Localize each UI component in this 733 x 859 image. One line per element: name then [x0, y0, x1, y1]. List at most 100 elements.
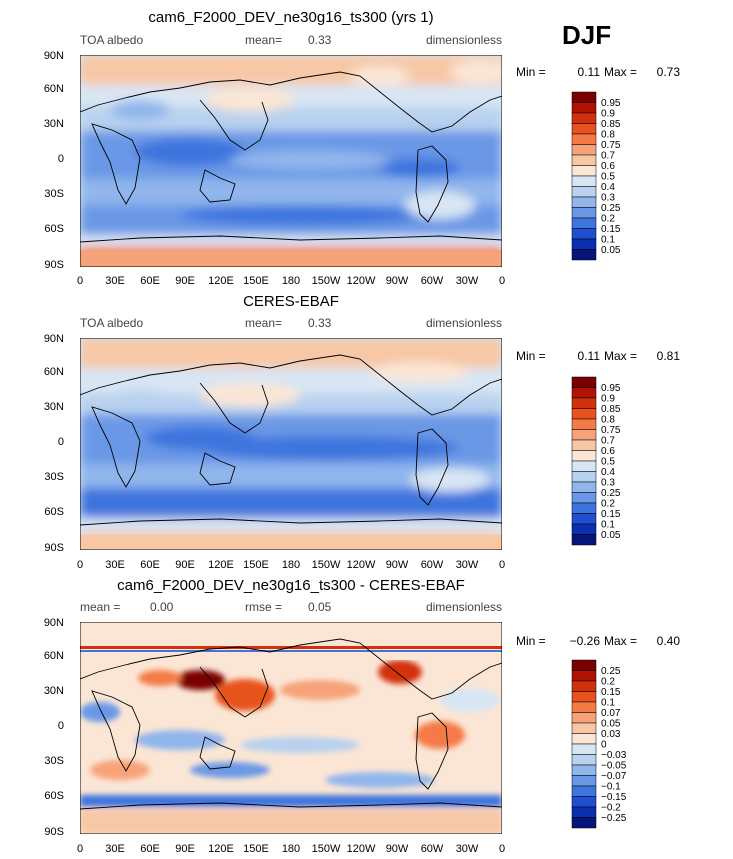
colorbar-swatch	[571, 733, 597, 745]
colorbar-label: 0.25	[601, 203, 621, 214]
x-tick-label: 30W	[456, 843, 479, 855]
rmse-value: 0.05	[308, 600, 332, 614]
min-label: Min =	[516, 65, 546, 79]
x-tick-label: 150W	[312, 559, 341, 571]
max-label: Max =	[604, 65, 637, 79]
colorbar-label: −0.03	[601, 750, 627, 761]
panel-title: cam6_F2000_DEV_ne30g16_ts300 - CERES-EBA…	[117, 577, 465, 594]
min-label: Min =	[516, 349, 546, 363]
colorbar-label: 0.07	[601, 708, 621, 719]
colorbar-label: 0.8	[601, 130, 615, 141]
colorbar: 0.250.20.150.10.070.050.030−0.03−0.05−0.…	[571, 659, 627, 829]
colorbar-label: 0.25	[601, 666, 621, 677]
y-tick-label: 90N	[44, 617, 64, 629]
x-tick-label: 180	[282, 843, 300, 855]
x-tick-label: 60W	[421, 843, 444, 855]
y-tick-label: 60S	[44, 790, 64, 802]
max-value: 0.73	[657, 65, 681, 79]
y-tick-label: 60S	[44, 223, 64, 235]
colorbar-label: 0.6	[601, 161, 615, 172]
x-axis: 0 30E 60E 90E 120E 150E 180 150W 120W 90…	[77, 275, 505, 287]
colorbar-swatch	[571, 701, 597, 713]
colorbar-swatch	[571, 217, 597, 229]
colorbar-label: 0.15	[601, 687, 621, 698]
x-tick-label: 30E	[105, 275, 125, 287]
colorbar-swatch	[571, 754, 597, 766]
colorbar-label: 0.9	[601, 109, 615, 120]
colorbar-label: 0.95	[601, 98, 621, 109]
y-tick-label: 30N	[44, 401, 64, 413]
y-tick-label: 60S	[44, 506, 64, 518]
y-tick-label: 30S	[44, 755, 64, 767]
mean-label: mean =	[80, 600, 120, 614]
x-tick-label: 60W	[421, 559, 444, 571]
colorbar-swatch	[571, 238, 597, 250]
x-tick-label: 30W	[456, 559, 479, 571]
colorbar-swatch	[571, 186, 597, 198]
x-tick-label: 0	[77, 843, 83, 855]
x-tick-label: 30W	[456, 275, 479, 287]
colorbar-label: 0.03	[601, 729, 621, 740]
colorbar-label: −0.05	[601, 761, 627, 772]
colorbar-swatch	[571, 133, 597, 145]
x-tick-label: 90E	[175, 275, 195, 287]
colorbar-label: −0.15	[601, 792, 627, 803]
mean-value: 0.33	[308, 33, 332, 47]
colorbar-label: 0.2	[601, 677, 615, 688]
x-tick-label: 60E	[140, 275, 160, 287]
colorbar-swatch	[571, 670, 597, 682]
y-tick-label: 90N	[44, 333, 64, 345]
colorbar-label: 0.8	[601, 415, 615, 426]
panel-observations: CERES-EBAF TOA albedo mean= 0.33 dimensi…	[44, 293, 681, 571]
x-tick-label: 0	[77, 559, 83, 571]
panel-title: cam6_F2000_DEV_ne30g16_ts300 (yrs 1)	[148, 9, 433, 26]
y-tick-label: 0	[58, 153, 64, 165]
x-tick-label: 150E	[243, 843, 269, 855]
y-tick-label: 30N	[44, 118, 64, 130]
x-tick-label: 120E	[208, 559, 234, 571]
colorbar-swatch	[571, 144, 597, 156]
colorbar-swatch	[571, 112, 597, 124]
max-label: Max =	[604, 634, 637, 648]
panel-title: CERES-EBAF	[243, 293, 339, 310]
y-tick-label: 30S	[44, 188, 64, 200]
units-label: dimensionless	[426, 600, 502, 614]
y-tick-label: 0	[58, 720, 64, 732]
colorbar-label: 0	[601, 740, 607, 751]
colorbar-swatch	[571, 691, 597, 703]
x-tick-label: 150W	[312, 275, 341, 287]
x-tick-label: 60W	[421, 275, 444, 287]
colorbar-label: 0.1	[601, 235, 615, 246]
x-tick-label: 120W	[347, 275, 376, 287]
mean-value: 0.00	[150, 600, 174, 614]
colorbar-swatch	[571, 249, 597, 261]
units-label: dimensionless	[426, 316, 502, 330]
y-tick-label: 60N	[44, 650, 64, 662]
map-field	[80, 338, 502, 550]
units-label: dimensionless	[426, 33, 502, 47]
variable-label: TOA albedo	[80, 33, 143, 47]
x-tick-label: 0	[499, 275, 505, 287]
colorbar-swatch	[571, 196, 597, 208]
y-tick-label: 90S	[44, 259, 64, 271]
colorbar-label: −0.07	[601, 771, 627, 782]
x-tick-label: 150E	[243, 275, 269, 287]
colorbar-swatch	[571, 492, 597, 504]
colorbar-swatch	[571, 408, 597, 420]
colorbar-label: 0.75	[601, 140, 621, 151]
colorbar-swatch	[571, 175, 597, 187]
colorbar-swatch	[571, 513, 597, 525]
mean-value: 0.33	[308, 316, 332, 330]
colorbar-swatch	[571, 775, 597, 787]
colorbar-swatch	[571, 817, 597, 829]
colorbar-swatch	[571, 680, 597, 692]
colorbar-swatch	[571, 376, 597, 388]
min-label: Min =	[516, 634, 546, 648]
colorbar-swatch	[571, 387, 597, 399]
colorbar-swatch	[571, 523, 597, 535]
colorbar-swatch	[571, 785, 597, 797]
colorbar-label: −0.25	[601, 813, 627, 824]
colorbar-swatch	[571, 123, 597, 135]
colorbar-label: 0.6	[601, 446, 615, 457]
colorbar-label: 0.05	[601, 530, 621, 541]
